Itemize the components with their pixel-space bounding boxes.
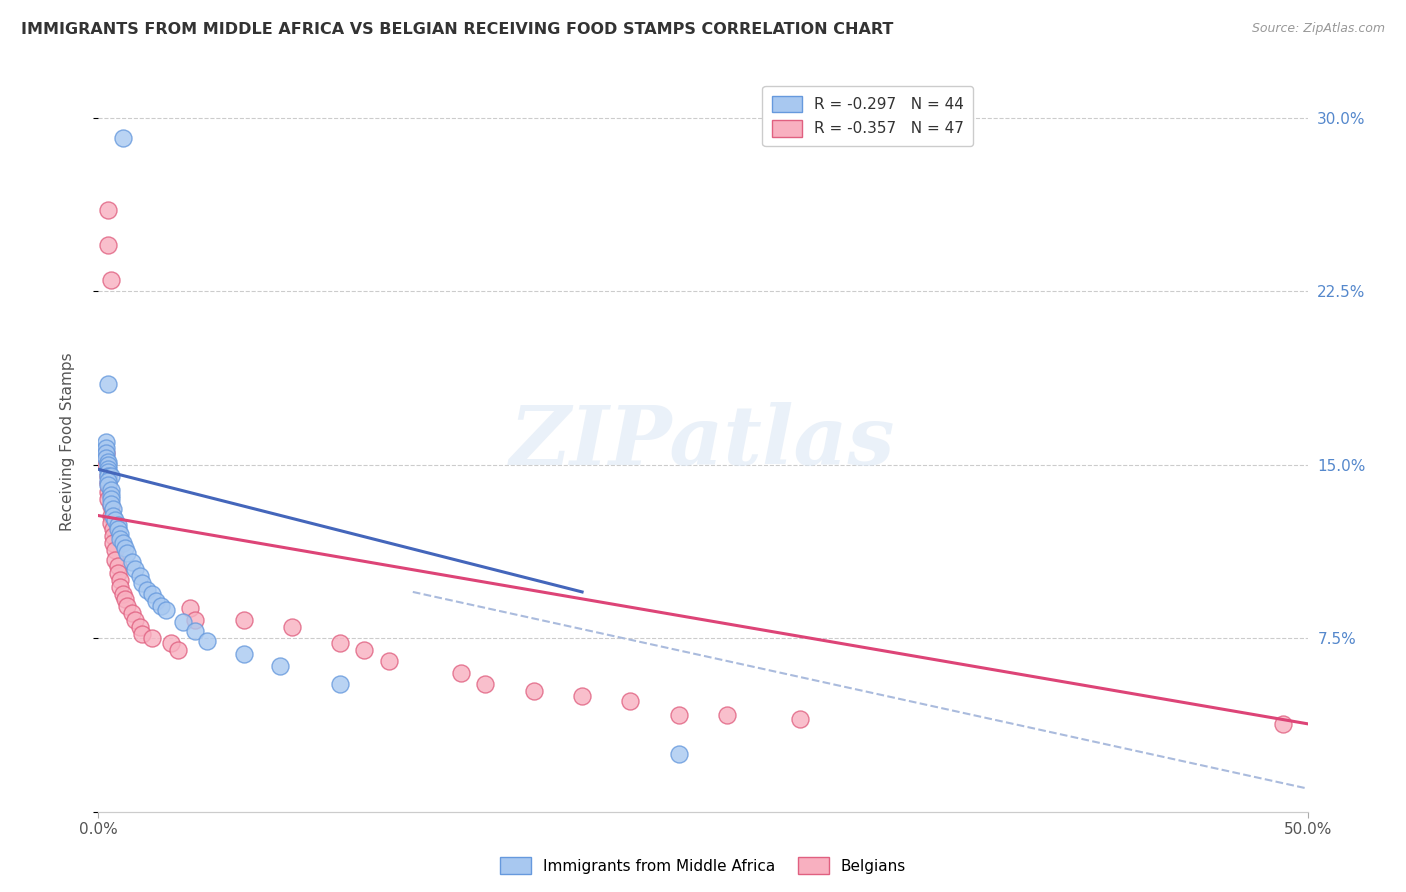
Point xyxy=(281,619,304,633)
Point xyxy=(1272,716,1295,731)
Point xyxy=(117,545,139,560)
Point xyxy=(100,483,122,497)
Point xyxy=(107,559,129,574)
Point xyxy=(668,707,690,722)
Point xyxy=(101,523,124,537)
Point xyxy=(94,446,117,460)
Point xyxy=(97,238,120,252)
Point xyxy=(108,527,131,541)
Point xyxy=(94,446,117,460)
Point xyxy=(114,541,136,555)
Point xyxy=(232,613,254,627)
Point xyxy=(100,500,122,514)
Point xyxy=(97,462,120,476)
Point xyxy=(104,543,127,558)
Point xyxy=(121,606,143,620)
Point xyxy=(97,376,120,391)
Point xyxy=(100,272,122,286)
Text: Source: ZipAtlas.com: Source: ZipAtlas.com xyxy=(1251,22,1385,36)
Point xyxy=(100,488,122,502)
Point xyxy=(101,529,124,543)
Point xyxy=(108,574,131,588)
Point xyxy=(101,501,124,516)
Text: ZIPatlas: ZIPatlas xyxy=(510,401,896,482)
Point xyxy=(353,642,375,657)
Point xyxy=(619,694,641,708)
Point xyxy=(121,555,143,569)
Point xyxy=(167,642,190,657)
Point xyxy=(450,665,472,680)
Point xyxy=(155,603,177,617)
Point xyxy=(111,536,134,550)
Point xyxy=(97,476,120,491)
Point xyxy=(141,587,163,601)
Point xyxy=(474,677,496,691)
Legend: R = -0.297   N = 44, R = -0.357   N = 47: R = -0.297 N = 44, R = -0.357 N = 47 xyxy=(762,87,973,145)
Point xyxy=(104,552,127,566)
Point xyxy=(97,474,120,488)
Point xyxy=(94,450,117,465)
Point xyxy=(571,689,593,703)
Point xyxy=(97,492,120,507)
Point xyxy=(97,203,120,218)
Point xyxy=(377,654,399,668)
Point xyxy=(100,497,122,511)
Point xyxy=(111,587,134,601)
Point xyxy=(107,523,129,537)
Point xyxy=(107,566,129,581)
Point xyxy=(97,478,120,492)
Point xyxy=(135,582,157,597)
Point xyxy=(111,131,134,145)
Point xyxy=(145,594,167,608)
Point xyxy=(195,633,218,648)
Point xyxy=(131,626,153,640)
Point xyxy=(128,568,150,582)
Point xyxy=(523,684,546,698)
Point xyxy=(108,580,131,594)
Point xyxy=(97,455,120,469)
Point xyxy=(94,442,117,456)
Point xyxy=(117,599,139,613)
Point xyxy=(97,469,120,483)
Point xyxy=(97,469,120,483)
Point xyxy=(128,619,150,633)
Point xyxy=(97,485,120,500)
Point xyxy=(160,636,183,650)
Point xyxy=(108,532,131,546)
Point xyxy=(329,677,352,691)
Point xyxy=(131,575,153,590)
Point xyxy=(269,659,291,673)
Point xyxy=(100,469,122,483)
Point xyxy=(150,599,173,613)
Point xyxy=(716,707,738,722)
Text: IMMIGRANTS FROM MIDDLE AFRICA VS BELGIAN RECEIVING FOOD STAMPS CORRELATION CHART: IMMIGRANTS FROM MIDDLE AFRICA VS BELGIAN… xyxy=(21,22,893,37)
Point xyxy=(668,747,690,761)
Point xyxy=(141,631,163,645)
Point xyxy=(329,636,352,650)
Point xyxy=(94,434,117,449)
Y-axis label: Receiving Food Stamps: Receiving Food Stamps xyxy=(60,352,75,531)
Point xyxy=(184,613,207,627)
Point xyxy=(124,613,146,627)
Point xyxy=(100,492,122,507)
Point xyxy=(101,508,124,523)
Point xyxy=(172,615,194,629)
Point xyxy=(97,458,120,472)
Point xyxy=(97,465,120,479)
Point xyxy=(179,601,201,615)
Point xyxy=(232,648,254,662)
Legend: Immigrants from Middle Africa, Belgians: Immigrants from Middle Africa, Belgians xyxy=(494,851,912,880)
Point xyxy=(184,624,207,639)
Point xyxy=(100,508,122,523)
Point xyxy=(104,513,127,527)
Point xyxy=(789,712,811,726)
Point xyxy=(107,517,129,532)
Point xyxy=(101,536,124,550)
Point xyxy=(114,591,136,606)
Point xyxy=(94,458,117,472)
Point xyxy=(100,516,122,530)
Point xyxy=(124,562,146,576)
